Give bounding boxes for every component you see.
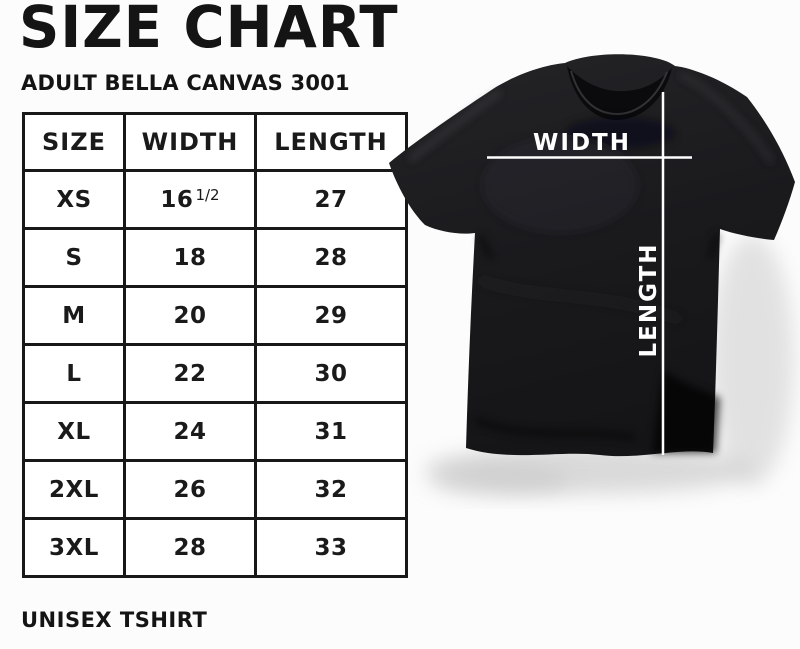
length-cell: 27 [254, 169, 408, 230]
measurement-overlay: WIDTH LENGTH [487, 92, 692, 455]
tshirt-shadow [425, 235, 794, 496]
length-label: LENGTH [636, 242, 662, 357]
size-cell: XL [22, 401, 126, 462]
length-cell: 33 [254, 517, 408, 578]
table-row: XL 24 31 [22, 401, 408, 462]
width-value: 26 [173, 476, 207, 503]
width-value: 28 [173, 534, 207, 561]
size-table: SIZE WIDTH LENGTH XS 16 1/2 27 S 18 28 M … [22, 112, 408, 578]
table-row: S 18 28 [22, 227, 408, 288]
width-value: 20 [173, 302, 207, 329]
page-title: SIZE CHART [19, 0, 399, 62]
width-value: 18 [173, 244, 207, 271]
size-cell: 2XL [22, 459, 126, 520]
page-subtitle: ADULT BELLA CANVAS 3001 [21, 71, 350, 95]
col-header-length: LENGTH [254, 112, 408, 172]
fabric-shading [408, 71, 775, 453]
width-value: 24 [173, 418, 207, 445]
width-cell: 26 [123, 459, 257, 520]
length-cell: 31 [254, 401, 408, 462]
width-cell: 28 [123, 517, 257, 578]
table-row: XS 16 1/2 27 [22, 169, 408, 230]
width-fraction: 1/2 [195, 186, 220, 204]
length-cell: 32 [254, 459, 408, 520]
width-cell: 22 [123, 343, 257, 404]
width-value: 22 [173, 360, 207, 387]
length-cell: 30 [254, 343, 408, 404]
table-row: 3XL 28 33 [22, 517, 408, 578]
size-cell: L [22, 343, 126, 404]
width-cell: 18 [123, 227, 257, 288]
tshirt-body [389, 54, 795, 457]
width-value: 16 [160, 187, 194, 213]
collar-opening [567, 66, 672, 120]
table-row: L 22 30 [22, 343, 408, 404]
tshirt-photo: WIDTH LENGTH [389, 54, 795, 496]
size-cell: M [22, 285, 126, 346]
width-cell: 16 1/2 [123, 169, 257, 230]
size-cell: 3XL [22, 517, 126, 578]
width-cell: 24 [123, 401, 257, 462]
width-label: WIDTH [533, 130, 631, 156]
collar-rib-highlight [570, 70, 668, 116]
table-header-row: SIZE WIDTH LENGTH [22, 112, 408, 172]
col-header-width: WIDTH [123, 112, 257, 172]
size-cell: XS [22, 169, 126, 230]
size-cell: S [22, 227, 126, 288]
col-header-size: SIZE [22, 112, 126, 172]
length-cell: 28 [254, 227, 408, 288]
table-row: M 20 29 [22, 285, 408, 346]
footer-note: UNISEX TSHIRT [21, 608, 208, 632]
length-cell: 29 [254, 285, 408, 346]
width-cell: 20 [123, 285, 257, 346]
table-row: 2XL 26 32 [22, 459, 408, 520]
